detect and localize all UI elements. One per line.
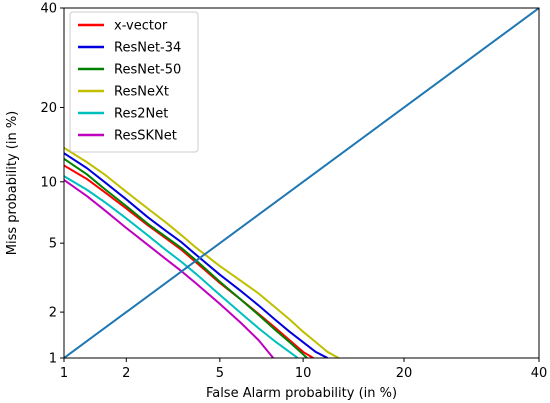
y-tick-label: 20: [40, 101, 57, 116]
legend-label: ResNet-50: [114, 63, 181, 78]
y-axis: 1 2 5 10 20 40: [40, 2, 64, 367]
x-axis-label: False Alarm probability (in %): [206, 386, 397, 401]
y-tick-label: 5: [49, 237, 57, 252]
x-tick-label: 2: [122, 366, 130, 381]
legend-label: ResSKNet: [114, 129, 177, 144]
series-line-diagonal-6: [64, 8, 539, 358]
y-tick-label: 40: [40, 2, 57, 17]
y-tick-label: 1: [49, 352, 57, 367]
y-tick-label: 2: [49, 306, 57, 321]
legend-label: ResNeXt: [114, 85, 169, 100]
y-axis-label: Miss probability (in %): [5, 111, 20, 255]
legend-label: Res2Net: [114, 107, 168, 122]
legend-label: ResNet-34: [114, 41, 181, 56]
x-tick-label: 1: [60, 366, 68, 381]
x-tick-label: 5: [216, 366, 224, 381]
plot-frame: [63, 7, 540, 359]
x-tick-label: 20: [396, 366, 413, 381]
series-line-resnet-34: [64, 152, 329, 358]
series-line-ressknet: [64, 179, 275, 358]
x-tick-label: 10: [295, 366, 312, 381]
x-axis: 1 2 5 10 20 40: [60, 358, 547, 381]
series-layer: [64, 8, 539, 358]
legend-label: x-vector: [114, 19, 168, 34]
series-line-res2net: [64, 175, 299, 358]
y-tick-label: 10: [40, 175, 57, 190]
series-line-resnext: [64, 146, 340, 358]
legend: x-vector ResNet-34 ResNet-50 ResNeXt Res2Net…: [69, 11, 199, 153]
x-tick-label: 40: [531, 366, 548, 381]
